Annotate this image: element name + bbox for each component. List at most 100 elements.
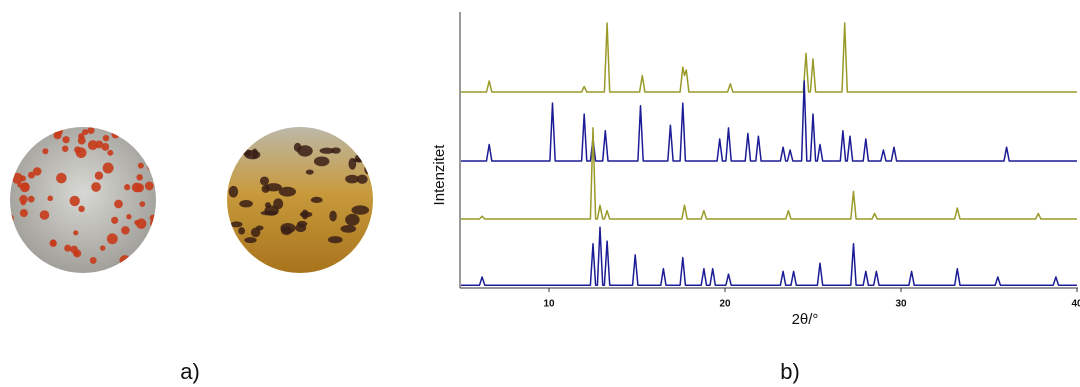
colony bbox=[227, 159, 238, 165]
colony bbox=[352, 158, 368, 163]
colony bbox=[264, 205, 279, 216]
pattern-line bbox=[461, 226, 1077, 286]
colony bbox=[27, 171, 35, 179]
petri-dish-a bbox=[10, 127, 156, 273]
colony bbox=[27, 195, 35, 203]
panel-label: a) bbox=[180, 359, 200, 384]
colony bbox=[243, 149, 252, 157]
colony bbox=[310, 196, 323, 204]
colony bbox=[32, 167, 42, 176]
colony bbox=[78, 205, 85, 213]
colony bbox=[278, 186, 297, 197]
colony bbox=[150, 139, 156, 148]
pattern-line bbox=[461, 127, 1077, 220]
colony bbox=[134, 260, 145, 271]
colony bbox=[123, 259, 131, 267]
colony bbox=[73, 249, 82, 258]
colony bbox=[130, 127, 138, 135]
colony bbox=[87, 127, 95, 135]
colony bbox=[250, 227, 261, 238]
colony bbox=[345, 174, 360, 184]
colony bbox=[102, 134, 110, 142]
colony bbox=[17, 182, 23, 188]
colony bbox=[114, 199, 123, 209]
colony bbox=[53, 131, 62, 140]
colony bbox=[39, 210, 50, 220]
colony bbox=[47, 195, 54, 202]
colony bbox=[32, 129, 38, 136]
colony bbox=[251, 148, 258, 159]
pattern-line bbox=[461, 22, 1077, 93]
x-tick-label: 40 bbox=[1071, 299, 1080, 310]
colony bbox=[146, 139, 156, 150]
colony bbox=[82, 129, 89, 136]
colony bbox=[19, 182, 30, 193]
colony bbox=[100, 245, 106, 251]
colony bbox=[64, 244, 72, 252]
colony bbox=[319, 147, 335, 154]
colony bbox=[329, 210, 337, 222]
x-tick-label: 10 bbox=[543, 299, 555, 310]
colony bbox=[42, 148, 49, 155]
colony bbox=[119, 255, 131, 267]
colony bbox=[228, 185, 239, 198]
colony bbox=[145, 127, 153, 131]
colony bbox=[12, 172, 23, 184]
colony bbox=[106, 233, 118, 245]
colony bbox=[91, 182, 101, 192]
x-tick-label: 30 bbox=[895, 299, 907, 310]
colony bbox=[101, 143, 110, 151]
colony bbox=[102, 162, 114, 174]
colony bbox=[239, 199, 253, 208]
colony bbox=[49, 239, 57, 248]
colony bbox=[10, 127, 17, 135]
colony bbox=[238, 227, 246, 235]
colony bbox=[62, 136, 70, 144]
colony bbox=[95, 140, 104, 149]
colony bbox=[10, 214, 14, 222]
colony bbox=[20, 175, 26, 182]
colony bbox=[340, 225, 357, 233]
colony bbox=[313, 156, 330, 167]
colony bbox=[61, 145, 69, 152]
colony bbox=[94, 171, 104, 180]
colony bbox=[147, 163, 155, 171]
colony bbox=[137, 162, 144, 169]
colony bbox=[134, 219, 140, 226]
colony bbox=[124, 184, 131, 191]
colony bbox=[261, 184, 270, 193]
colony bbox=[305, 169, 314, 175]
colony bbox=[244, 237, 257, 244]
plot: 10 20 30 40 bbox=[461, 22, 1080, 310]
colony bbox=[364, 163, 372, 175]
y-axis-label: Intenzitet bbox=[431, 144, 448, 206]
colony bbox=[259, 176, 270, 186]
x-tick-label: 20 bbox=[719, 299, 731, 310]
colony bbox=[299, 211, 313, 218]
colony bbox=[352, 137, 369, 150]
colony bbox=[87, 140, 98, 151]
colony bbox=[149, 214, 156, 222]
colony bbox=[327, 236, 343, 244]
colony bbox=[19, 195, 28, 204]
colony bbox=[136, 174, 143, 181]
colony bbox=[111, 216, 119, 224]
colony bbox=[73, 230, 79, 236]
colony bbox=[280, 226, 293, 236]
colony bbox=[19, 209, 28, 218]
colony bbox=[109, 127, 117, 133]
colony bbox=[89, 256, 97, 264]
colony bbox=[345, 213, 360, 226]
colony bbox=[351, 205, 370, 215]
pattern-line bbox=[461, 80, 1077, 162]
colony bbox=[139, 201, 146, 207]
colony bbox=[295, 223, 307, 233]
colony bbox=[20, 136, 29, 144]
colony bbox=[69, 195, 80, 207]
colony bbox=[230, 221, 243, 228]
colony bbox=[126, 214, 132, 220]
colony bbox=[18, 141, 29, 152]
panel-label: b) bbox=[780, 359, 800, 384]
colony bbox=[111, 130, 120, 139]
